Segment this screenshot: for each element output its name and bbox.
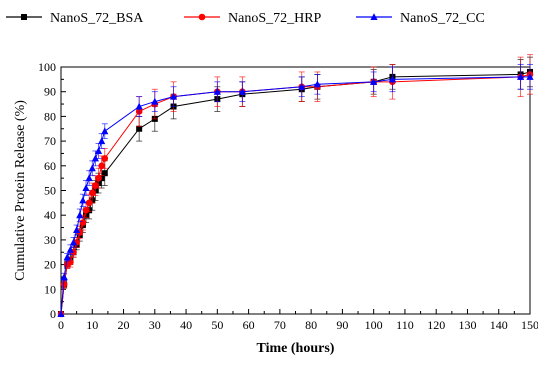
x-tick-label: 130 (458, 318, 476, 332)
legend-label: NanoS_72_CC (400, 11, 485, 26)
data-point (95, 174, 102, 182)
y-tick-label: 10 (44, 282, 56, 296)
series-triangle (57, 64, 534, 317)
series-line (60, 71, 531, 315)
x-tick-label: 90 (336, 318, 348, 332)
data-point (92, 182, 99, 189)
y-tick-label: 100 (38, 60, 56, 74)
legend-label: NanoS_72_BSA (50, 11, 144, 26)
y-tick-label: 50 (44, 184, 56, 198)
x-tick-label: 100 (365, 318, 383, 332)
x-axis-ticks: 0 10 20 30 40 50 60 70 80 90 100 110 120 130 140 150 (58, 309, 538, 332)
data-point (101, 170, 108, 177)
legend-swatch-marker (370, 13, 378, 20)
x-tick-label: 50 (211, 318, 223, 332)
y-axis-label: Cumulative Protein Release (%) (13, 100, 28, 281)
legend-label: NanoS_72_HRP (228, 11, 322, 26)
legend-item: NanoS_72_BSA (6, 11, 144, 26)
plot-frame (60, 66, 531, 315)
y-tick-label: 40 (44, 208, 56, 222)
data-point (82, 184, 90, 192)
data-point (388, 75, 397, 83)
data-point (60, 281, 68, 288)
x-tick-label: 70 (274, 318, 286, 332)
data-point (169, 92, 178, 100)
data-point (526, 73, 534, 80)
data-point (94, 147, 103, 154)
y-tick-label: 70 (44, 134, 56, 148)
data-point (136, 125, 143, 132)
data-point (69, 238, 78, 246)
data-point (298, 82, 306, 90)
y-tick-label: 60 (44, 159, 56, 173)
data-point (67, 258, 74, 266)
legend-item: NanoS_72_CC (356, 11, 485, 26)
series-line (60, 76, 530, 315)
x-tick-label: 10 (86, 318, 98, 332)
data-point (88, 164, 96, 172)
legend-swatch-marker (198, 13, 206, 21)
x-tick-label: 150 (521, 318, 538, 332)
x-tick-label: 60 (243, 318, 255, 332)
data-point (135, 102, 143, 110)
data-point (213, 87, 221, 95)
data-point (85, 199, 93, 207)
y-tick-label: 20 (44, 258, 56, 272)
data-point (313, 80, 321, 88)
data-point (57, 310, 65, 317)
y-tick-label: 80 (44, 109, 56, 123)
data-point (91, 154, 99, 162)
data-point (98, 137, 106, 145)
x-axis-label: Time (hours) (257, 341, 335, 356)
y-tick-label: 0 (50, 307, 56, 321)
y-tick-label: 90 (44, 85, 56, 99)
x-tick-label: 110 (396, 318, 414, 332)
x-tick-label: 30 (149, 318, 161, 332)
data-point (63, 253, 71, 261)
x-tick-label: 40 (180, 318, 192, 332)
data-point (60, 273, 68, 280)
y-axis-ticks: 0 10 20 30 40 50 60 70 80 90 100 (38, 60, 66, 321)
data-point (88, 189, 96, 197)
legend: NanoS_72_BSA NanoS_72_HRP NanoS_72_CC (6, 11, 485, 26)
y-tick-label: 30 (44, 233, 56, 247)
series-line (60, 73, 531, 315)
x-tick-label: 80 (305, 318, 317, 332)
data-point (79, 196, 87, 204)
x-tick-label: 20 (118, 318, 130, 332)
data-point (370, 78, 378, 85)
data-point (151, 97, 159, 105)
x-tick-label: 120 (427, 318, 445, 332)
series-layer (57, 54, 534, 318)
data-point (82, 206, 90, 214)
data-point (76, 211, 84, 219)
data-point (101, 127, 109, 135)
data-point (517, 73, 525, 80)
series-square (58, 56, 533, 317)
data-point (98, 162, 105, 170)
series-circle (57, 54, 534, 318)
data-point (79, 219, 87, 226)
data-point (85, 174, 93, 182)
data-point (101, 155, 109, 162)
x-tick-label: 0 (58, 318, 64, 332)
legend-swatch-marker (21, 14, 27, 20)
axes: 0 10 20 30 40 50 60 70 80 90 100 110 120 130 140 150 0 1… (13, 60, 538, 356)
data-point (238, 87, 246, 95)
x-tick-label: 140 (490, 318, 508, 332)
data-point (73, 226, 81, 234)
data-point (66, 245, 74, 253)
legend-item: NanoS_72_HRP (184, 11, 322, 26)
